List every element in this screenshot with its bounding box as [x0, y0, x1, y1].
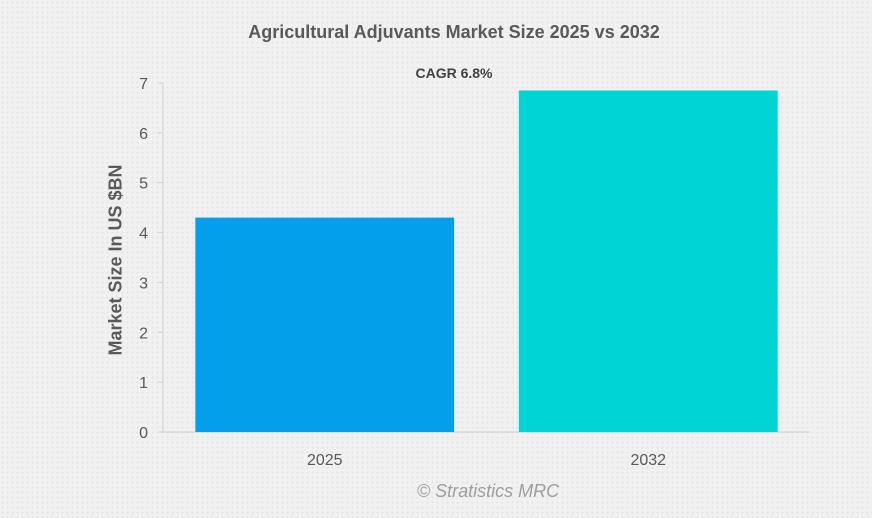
y-tick-label: 1 — [139, 375, 148, 392]
cagr-annotation: CAGR 6.8% — [415, 65, 493, 81]
y-tick-label: 7 — [139, 76, 148, 93]
watermark: © Stratistics MRC — [416, 481, 560, 501]
y-tick-label: 3 — [139, 275, 148, 292]
y-tick-label: 0 — [139, 425, 148, 442]
bar-2032 — [518, 90, 778, 432]
x-tick-label: 2025 — [307, 452, 343, 469]
chart-title: Agricultural Adjuvants Market Size 2025 … — [248, 22, 660, 42]
y-tick-label: 5 — [139, 176, 148, 193]
y-tick-label: 4 — [139, 226, 148, 243]
y-tick-label: 2 — [139, 325, 148, 342]
y-tick-label: 6 — [139, 126, 148, 143]
bar-2025 — [195, 217, 455, 432]
x-tick-label: 2032 — [630, 452, 666, 469]
